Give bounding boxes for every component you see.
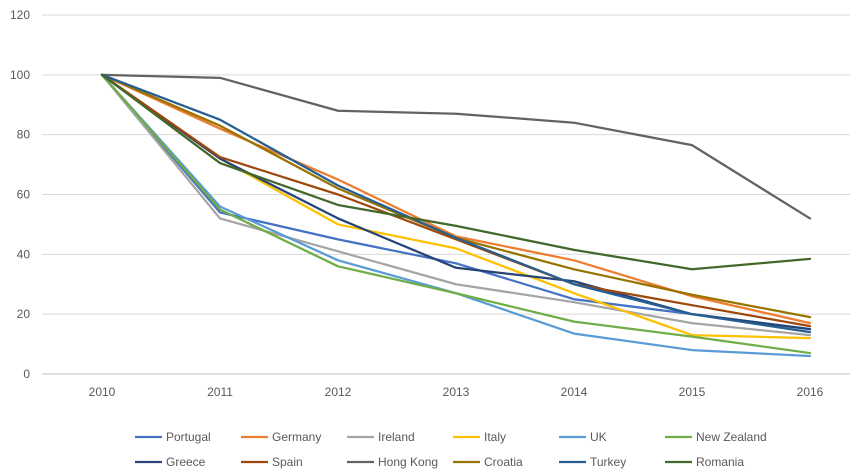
legend-label: UK [590,430,607,444]
legend-item-ireland: Ireland [347,430,415,444]
y-tick-label: 80 [17,128,31,142]
series-line-new-zealand [100,73,812,355]
legend-item-germany: Germany [241,430,321,444]
x-tick-label: 2013 [443,385,470,399]
legend-label: Turkey [590,455,626,469]
y-tick-label: 20 [17,307,31,321]
legend-item-portugal: Portugal [135,430,211,444]
legend-label: New Zealand [696,430,767,444]
legend-item-hong-kong: Hong Kong [347,455,438,469]
legend-item-uk: UK [559,430,607,444]
legend-item-italy: Italy [453,430,506,444]
gridlines [42,14,850,375]
series-line-hong-kong [100,73,812,220]
legend-label: Greece [166,455,206,469]
y-tick-label: 100 [10,68,30,82]
y-axis-ticks: 0 20 40 60 80 100 120 [10,8,30,381]
series-lines [100,73,812,358]
y-tick-label: 120 [10,8,30,22]
series-line-ireland [100,73,812,337]
legend-label: Hong Kong [378,455,438,469]
legend-item-croatia: Croatia [453,455,523,469]
legend-item-romania: Romania [665,455,744,469]
x-tick-label: 2014 [561,385,588,399]
legend-item-greece: Greece [135,455,206,469]
x-tick-label: 2010 [89,385,116,399]
legend-label: Portugal [166,430,211,444]
legend-item-spain: Spain [241,455,303,469]
series-line-germany [100,73,812,325]
x-axis-ticks: 2010 2011 2012 2013 2014 2015 2016 [89,385,824,399]
series-line-romania [100,73,812,271]
series-line-turkey [100,73,812,334]
series-line-spain [100,73,812,328]
legend-label: Spain [272,455,303,469]
x-tick-label: 2016 [797,385,824,399]
legend-label: Italy [484,430,506,444]
legend-item-turkey: Turkey [559,455,626,469]
legend-item-new-zealand: New Zealand [665,430,767,444]
y-tick-label: 60 [17,188,31,202]
x-tick-label: 2012 [325,385,352,399]
legend: Portugal Germany Ireland Italy UK New Zealand… [135,430,767,469]
x-tick-label: 2015 [679,385,706,399]
y-tick-label: 40 [17,247,31,261]
x-tick-label: 2011 [207,385,233,399]
y-tick-label: 0 [23,367,30,381]
legend-label: Ireland [378,430,415,444]
legend-label: Croatia [484,455,523,469]
legend-label: Germany [272,430,321,444]
legend-label: Romania [696,455,744,469]
